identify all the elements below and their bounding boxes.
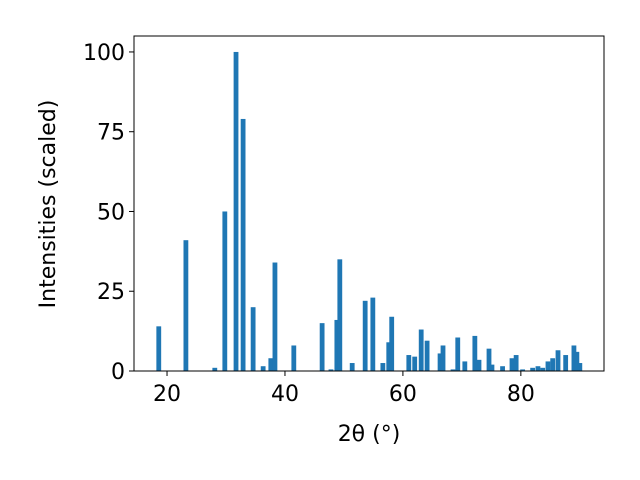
y-tick-label: 100 (83, 41, 125, 66)
bar (574, 351, 580, 371)
x-tick-label: 40 (271, 382, 299, 407)
bar (462, 361, 468, 371)
bar (455, 337, 461, 371)
y-tick-label: 75 (97, 121, 125, 146)
x-tick-label: 60 (389, 382, 417, 407)
bar (291, 345, 297, 371)
bar (530, 367, 536, 371)
bar (418, 329, 424, 371)
plot-frame (133, 35, 605, 372)
bar (540, 367, 546, 371)
bar (337, 259, 343, 371)
x-tick-label: 80 (507, 382, 535, 407)
bar (268, 358, 274, 371)
y-tick-label: 50 (97, 200, 125, 225)
bar (437, 353, 443, 371)
bar (450, 369, 456, 371)
bar (424, 340, 430, 371)
bar (380, 363, 386, 371)
bar (370, 297, 376, 371)
bar (334, 319, 340, 371)
bar (555, 350, 561, 371)
bar (222, 211, 228, 371)
bar (535, 366, 541, 371)
x-axis-label: 2θ (°) (338, 422, 401, 447)
bar (440, 345, 446, 371)
bar (319, 323, 325, 371)
bar (233, 51, 239, 371)
bar (260, 366, 266, 371)
bar (476, 359, 482, 371)
y-axis-label: Intensities (scaled) (36, 100, 61, 309)
bar (472, 335, 478, 371)
bar (156, 326, 162, 371)
bar (349, 363, 355, 371)
bar (386, 342, 392, 371)
bar (250, 307, 256, 371)
bar (513, 355, 519, 371)
bar (362, 300, 368, 371)
bar (240, 118, 246, 371)
bar (563, 355, 569, 371)
bar (212, 367, 218, 371)
bar (328, 369, 334, 371)
bar (509, 358, 515, 371)
bar (412, 356, 418, 371)
bar (577, 363, 583, 371)
bar (500, 366, 505, 371)
bar (571, 345, 577, 371)
x-tick-label: 20 (153, 382, 181, 407)
bar (183, 240, 189, 371)
bar (520, 369, 526, 371)
bar (486, 348, 492, 371)
bar (489, 364, 495, 371)
y-tick-label: 0 (111, 360, 125, 385)
bar (406, 355, 412, 371)
bar (545, 361, 551, 371)
y-tick-label: 25 (97, 280, 125, 305)
bar (389, 316, 395, 371)
bar (550, 358, 556, 371)
bar (272, 262, 278, 371)
